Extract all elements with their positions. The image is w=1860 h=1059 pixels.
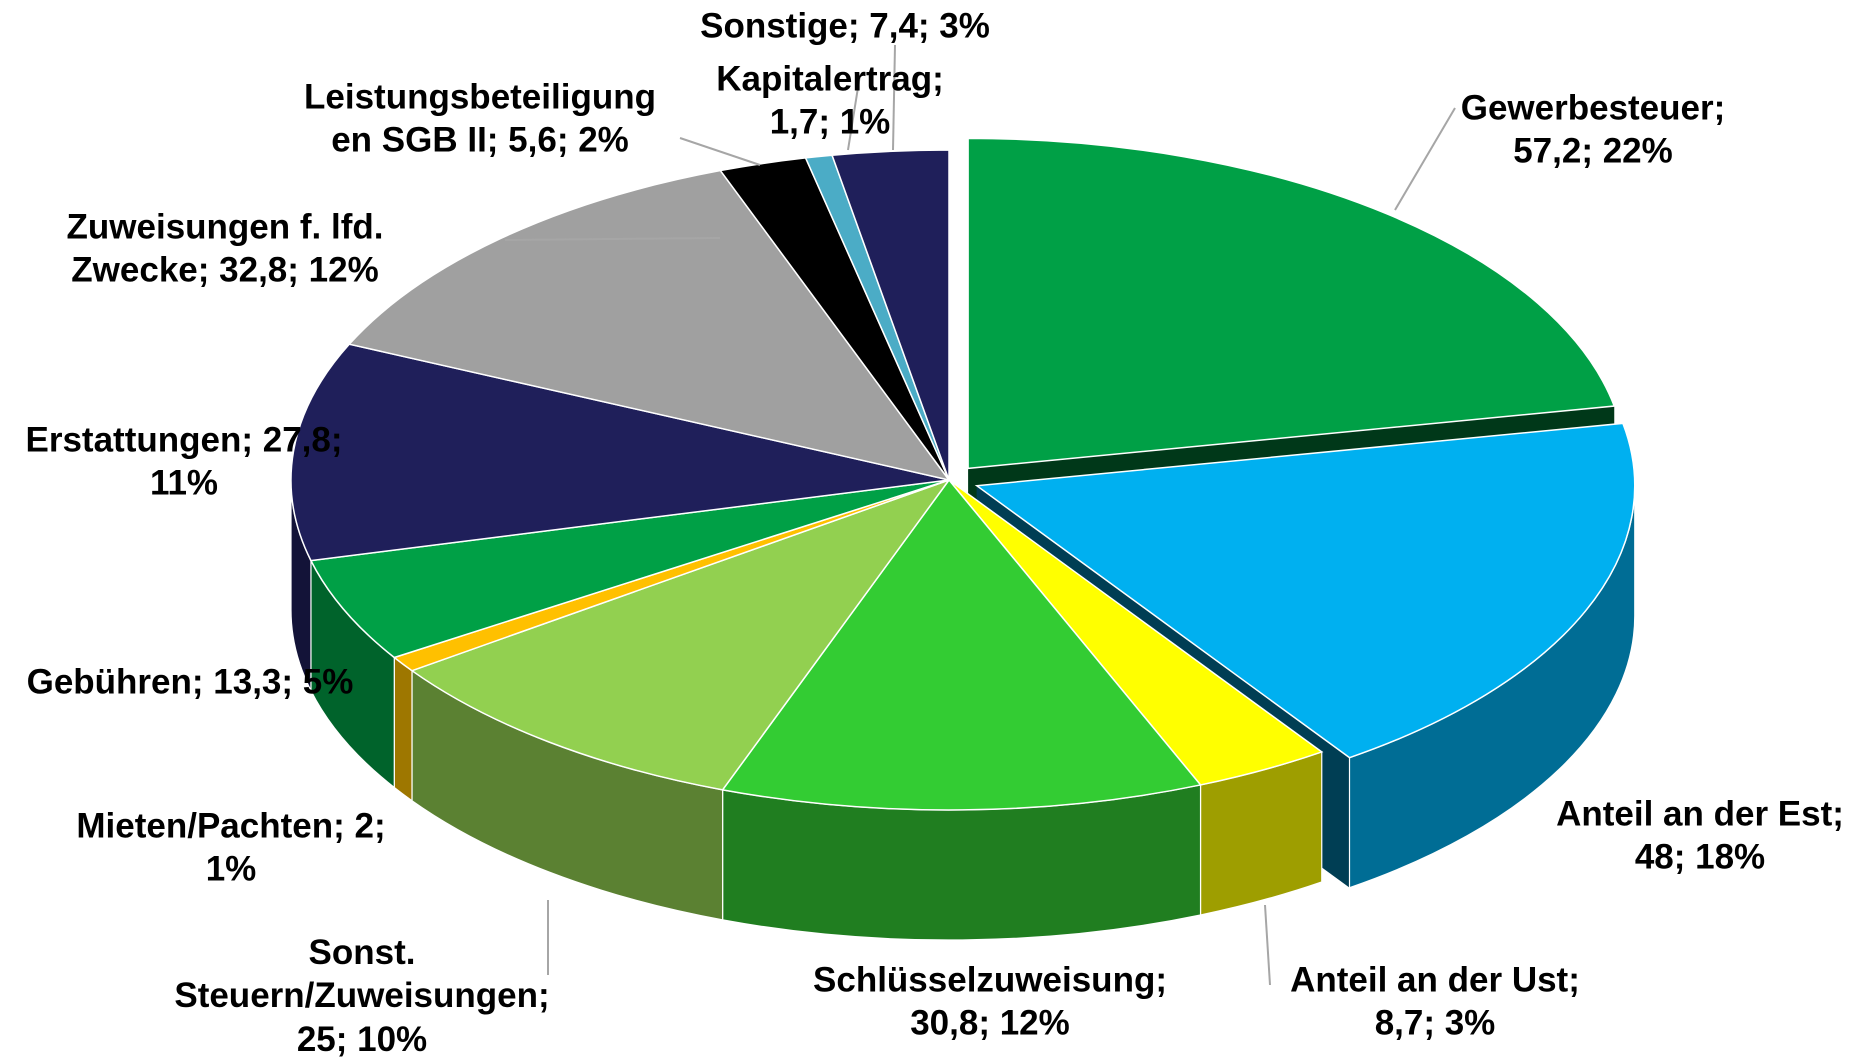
leader-line: [892, 44, 896, 151]
slice: [410, 478, 952, 791]
leader-line: [847, 74, 861, 151]
slice: [347, 169, 951, 482]
slice: [967, 137, 1616, 470]
data-label: Gebühren; 13,3; 5%: [26, 662, 354, 702]
data-label: Zuweisungen f. lfd. Zwecke; 32,8; 12%: [66, 207, 384, 290]
slice: [309, 479, 950, 659]
data-label: Schlüsselzuweisung; 30,8; 12%: [813, 960, 1167, 1043]
data-label: Erstattungen; 27,8; 11%: [25, 420, 343, 503]
data-label: Anteil an der Est; 48; 18%: [1556, 794, 1844, 877]
data-label: Kapitalertrag; 1,7; 1%: [716, 59, 944, 142]
data-label: Anteil an der Ust; 8,7; 3%: [1290, 960, 1580, 1043]
leader-line: [504, 237, 721, 241]
data-label: Gewerbesteuer; 57,2; 22%: [1460, 88, 1726, 171]
slice: [974, 422, 1636, 759]
leader-line: [679, 137, 761, 166]
leader-line: [1264, 904, 1271, 986]
data-label: Sonst. Steuern/Zuweisungen; 25; 10%: [174, 932, 550, 1059]
slice: [721, 478, 1202, 811]
data-label: Sonstige; 7,4; 3%: [700, 6, 990, 46]
data-label: Mieten/Pachten; 2; 1%: [76, 806, 386, 889]
slice: [290, 343, 950, 562]
data-label: Leistungsbeteiligungen SGB II; 5,6; 2%: [304, 77, 656, 160]
slice: [831, 149, 950, 481]
leader-line: [1394, 107, 1456, 211]
